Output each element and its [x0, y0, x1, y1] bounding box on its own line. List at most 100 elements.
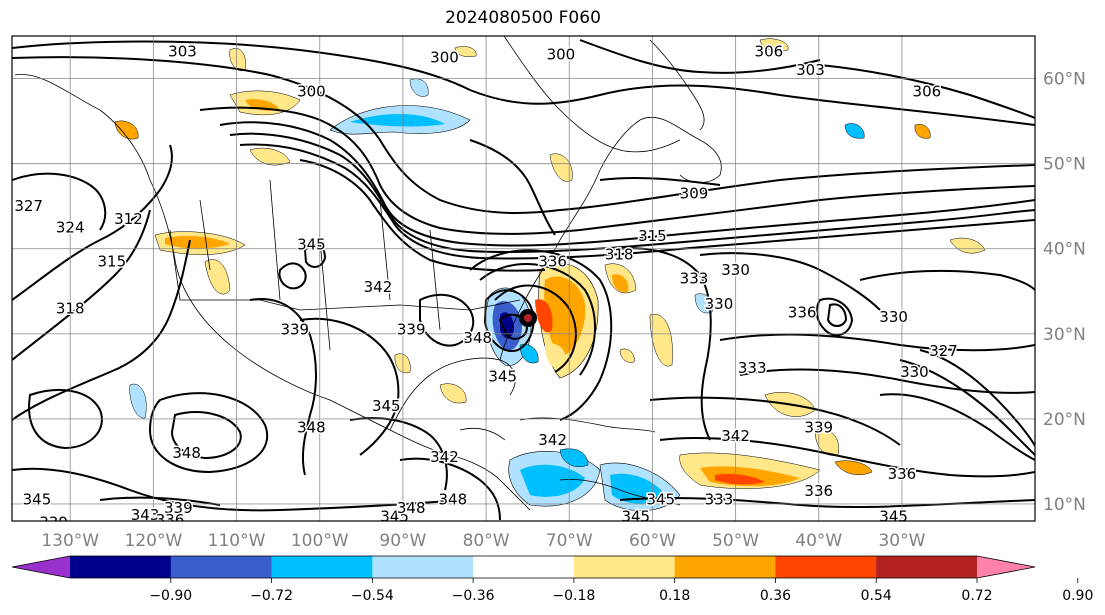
- colorbar-segment: [170, 556, 273, 578]
- contour-label: 339: [397, 321, 426, 339]
- contour-label: 339: [39, 514, 68, 532]
- contour-label: 345: [488, 367, 517, 385]
- latitude-label: 60°N: [1043, 70, 1086, 90]
- coastline-layer: [14, 36, 722, 511]
- contour-label: 318: [56, 299, 85, 317]
- contour-label: 333: [705, 491, 734, 509]
- colorbar-tick-label: 0.54: [861, 588, 892, 604]
- contour-label: 336: [538, 252, 567, 270]
- colorbar-segment: [70, 556, 172, 578]
- contour-label: 333: [738, 359, 767, 377]
- longitude-label: 120°W: [125, 531, 183, 551]
- contour-label: 342: [721, 427, 750, 445]
- contour-label: 345: [380, 508, 409, 526]
- contour-label: 318: [605, 246, 634, 264]
- contour-label: 303: [796, 61, 825, 79]
- colorbar-outline: [11, 555, 1036, 579]
- contour-label: 348: [297, 418, 326, 436]
- contour-label: 315: [638, 227, 667, 245]
- colorbar-tick-label: 0.36: [760, 588, 791, 604]
- contour-label: 336: [156, 511, 185, 529]
- map-background: [12, 36, 1035, 521]
- contour-label: 348: [438, 491, 467, 509]
- longitude-label: 130°W: [41, 531, 99, 551]
- colorbar-tick-label: −0.72: [250, 588, 293, 604]
- contour-label: 345: [297, 235, 326, 253]
- longitude-label: 50°W: [712, 531, 759, 551]
- contour-label: 336: [788, 304, 817, 322]
- contour-label: 300: [547, 46, 576, 64]
- contour-label: 324: [56, 218, 85, 236]
- contour-label: 342: [364, 278, 393, 296]
- contour-label: 330: [721, 261, 750, 279]
- longitude-label: 100°W: [291, 531, 349, 551]
- colorbar-tick-label: 0.18: [659, 588, 690, 604]
- contour-label: 309: [680, 184, 709, 202]
- contour-label: 342: [430, 448, 459, 466]
- colorbar-segment: [674, 556, 776, 578]
- colorbar-segment: [775, 556, 877, 578]
- contour-label: 345: [621, 508, 650, 526]
- contour-label: 306: [913, 82, 942, 100]
- contour-label: 348: [172, 444, 201, 462]
- contour-label: 348: [463, 329, 492, 347]
- colorbar-segment: [573, 556, 676, 578]
- contour-label: 312: [114, 210, 143, 228]
- colorbar-tick-label: 0.90: [1062, 588, 1093, 604]
- colorbar: −0.90 −0.72 −0.54 −0.36 −0.18 0.18 0.36 0.54 0.7…: [11, 555, 1093, 604]
- contour-label: 327: [14, 197, 43, 215]
- colorbar-tick-label: −0.18: [552, 588, 595, 604]
- contour-label: 345: [23, 491, 52, 509]
- contour-label: 343: [131, 506, 160, 524]
- gridlines: [12, 36, 1035, 521]
- longitude-label: 70°W: [546, 531, 593, 551]
- latitude-label: 40°N: [1043, 240, 1086, 260]
- colorbar-tick-label: −0.90: [149, 588, 192, 604]
- contour-label: 342: [538, 431, 567, 449]
- colorbar-segment: [876, 556, 978, 578]
- latitude-label: 20°N: [1043, 410, 1086, 430]
- latitude-label: 50°N: [1043, 155, 1086, 175]
- latitude-label: 10°N: [1043, 495, 1086, 515]
- contour-label: 330: [879, 308, 908, 326]
- contour-label: 303: [168, 42, 197, 60]
- longitude-label: 30°W: [878, 531, 925, 551]
- hurricane-core-marker: [524, 314, 532, 322]
- longitude-label: 60°W: [629, 531, 676, 551]
- colorbar-tick-label: 0.72: [961, 588, 992, 604]
- longitude-label: 110°W: [208, 531, 266, 551]
- colorbar-tick-label: −0.36: [452, 588, 495, 604]
- contour-layer: [12, 39, 1035, 521]
- longitude-label: 90°W: [379, 531, 426, 551]
- contour-label: 336: [804, 482, 833, 500]
- contour-label: 333: [680, 270, 709, 288]
- longitude-labels: 130°W 120°W 110°W 100°W 90°W 80°W 70°W 60°W 50°W…: [41, 531, 925, 551]
- map-title: 2024080500 F060: [445, 8, 601, 28]
- contour-label: 345: [879, 508, 908, 526]
- contour-label: 315: [97, 252, 126, 270]
- contour-label: 330: [900, 363, 929, 381]
- contour-label: 339: [804, 418, 833, 436]
- contour-label: 348: [397, 499, 426, 517]
- contour-label: 336: [888, 465, 917, 483]
- longitude-label: 40°W: [795, 531, 842, 551]
- contour-label: 330: [705, 295, 734, 313]
- colorbar-extend-low: [12, 556, 70, 578]
- colorbar-segment: [372, 556, 474, 578]
- contour-label: 345: [646, 491, 675, 509]
- colorbar-segment: [473, 556, 575, 578]
- contour-label: 300: [297, 82, 326, 100]
- colorbar-tick-label: −0.54: [351, 588, 394, 604]
- colorbar-segment: [271, 556, 373, 578]
- contour-label: 339: [280, 321, 309, 339]
- contour-label: 327: [929, 342, 958, 360]
- contour-label: 300: [430, 48, 459, 66]
- latitude-labels: 60°N 50°N 40°N 30°N 20°N 10°N: [1043, 70, 1086, 515]
- contour-label: 306: [755, 42, 784, 60]
- colorbar-extend-high: [977, 556, 1035, 578]
- contour-label: 339: [164, 499, 193, 517]
- latitude-label: 30°N: [1043, 325, 1086, 345]
- contour-label: 345: [372, 397, 401, 415]
